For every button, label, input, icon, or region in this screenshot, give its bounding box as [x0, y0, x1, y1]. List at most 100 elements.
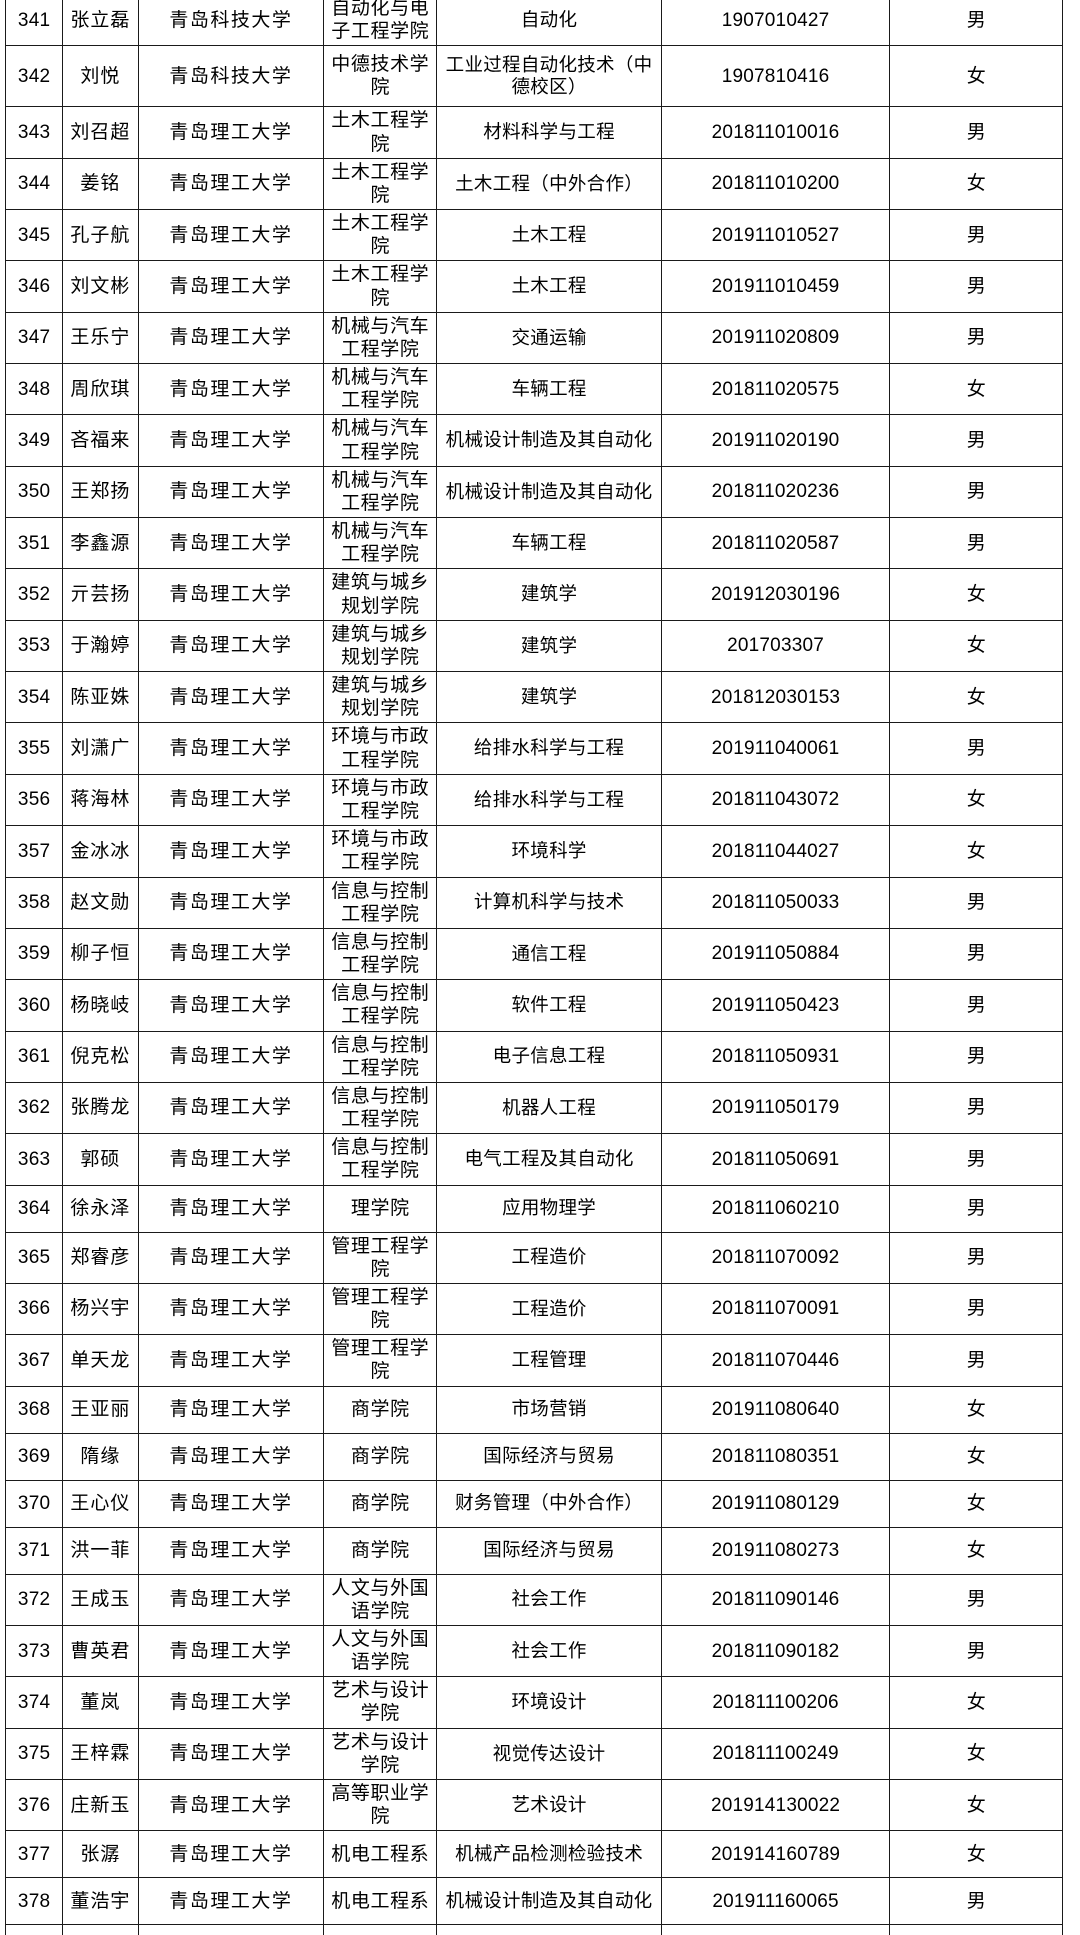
cell-sex: 女 — [889, 773, 1063, 827]
table-row: 374 董岚 青岛理工大学 艺术与设计学院 环境设计 201811100206 女 — [4, 1676, 1063, 1729]
cell-major: 建筑学 — [436, 619, 662, 673]
cell-sex: 男 — [889, 1231, 1063, 1284]
cell-university: 青岛理工大学 — [137, 671, 325, 724]
table-row: 341 张立磊 青岛科技大学 自动化与电子工程学院 自动化 1907010427 男 — [4, 0, 1063, 47]
table-row: 347 王乐宁 青岛理工大学 机械与汽车工程学院 交通运输 201911020809 男 — [4, 311, 1063, 365]
cell-major: 给排水科学与工程 — [436, 722, 662, 775]
cell-sequence: 358 — [4, 876, 64, 929]
cell-sequence: 376 — [4, 1778, 64, 1832]
table-row: 370 王心仪 青岛理工大学 商学院 财务管理（中外合作） 201911080129 女 — [4, 1479, 1063, 1528]
cell-student-id: 201811100249 — [660, 1727, 891, 1780]
cell-sequence: 370 — [4, 1479, 64, 1528]
cell-major: 财务管理（中外合作） — [436, 1479, 662, 1528]
cell-major: 国际经济与贸易 — [436, 1432, 662, 1481]
cell-college: 土木工程学院 — [323, 209, 438, 262]
cell-name: 亓芸扬 — [62, 568, 139, 621]
cell-major: 环境科学 — [436, 825, 662, 878]
cell-sequence: 342 — [4, 45, 64, 108]
cell-sequence: 371 — [4, 1526, 64, 1575]
cell-sex: 男 — [889, 1282, 1063, 1336]
cell-name: 董浩宇 — [62, 1877, 139, 1926]
cell-college: 土木工程学院 — [323, 157, 438, 211]
cell-major: 市场营销 — [436, 1385, 662, 1434]
cell-major: 计算机科学与技术 — [436, 876, 662, 929]
cell-college: 信息与控制工程学院 — [323, 1081, 438, 1135]
cell-major: 机械产品检测检验技术 — [436, 1830, 662, 1879]
table-row: 371 洪一菲 青岛理工大学 商学院 国际经济与贸易 201911080273 女 — [4, 1526, 1063, 1575]
cell-student-id: 201911020190 — [660, 414, 891, 467]
cell-sex: 男 — [889, 517, 1063, 570]
cell-sequence: 351 — [4, 517, 64, 570]
cell-name: 王郑扬 — [62, 465, 139, 519]
cell-sex: 男 — [889, 1133, 1063, 1186]
cell-sex: 男 — [889, 106, 1063, 159]
cell-student-id: 201911020809 — [660, 311, 891, 365]
cell-university: 青岛理工大学 — [137, 465, 325, 519]
cell-major: 艺术设计 — [436, 1778, 662, 1832]
cell-major: 应用物理学 — [436, 1184, 662, 1233]
cell-sex: 女 — [889, 157, 1063, 211]
cell-sex: 男 — [889, 1030, 1063, 1083]
cell-sex: 男 — [889, 1334, 1063, 1387]
cell-sequence: 377 — [4, 1830, 64, 1879]
cell-sequence: 361 — [4, 1030, 64, 1083]
table-row: 373 曹英君 青岛理工大学 人文与外国语学院 社会工作 201811090182 男 — [4, 1624, 1063, 1678]
cell-university: 青岛理工大学 — [137, 1526, 325, 1575]
cell-sequence: 365 — [4, 1231, 64, 1284]
cell-university: 青岛理工大学 — [137, 979, 325, 1032]
cell-sequence: 375 — [4, 1727, 64, 1780]
cell-university: 青岛理工大学 — [137, 1573, 325, 1626]
cell-university-clipped — [137, 1924, 325, 1935]
cell-major: 自动化 — [436, 0, 662, 47]
cell-name: 陈亚姝 — [62, 671, 139, 724]
cell-major: 社会工作 — [436, 1573, 662, 1626]
cell-sequence: 372 — [4, 1573, 64, 1626]
cell-sex: 男 — [889, 1573, 1063, 1626]
cell-sex: 男 — [889, 260, 1063, 313]
cell-university: 青岛理工大学 — [137, 1184, 325, 1233]
cell-major: 视觉传达设计 — [436, 1727, 662, 1780]
cell-name: 于瀚婷 — [62, 619, 139, 673]
cell-name: 王心仪 — [62, 1479, 139, 1528]
cell-student-id: 201811050691 — [660, 1133, 891, 1186]
table-row: 378 董浩宇 青岛理工大学 机电工程系 机械设计制造及其自动化 201911160065… — [4, 1877, 1063, 1926]
table-row: 353 于瀚婷 青岛理工大学 建筑与城乡规划学院 建筑学 201703307 女 — [4, 619, 1063, 673]
cell-sequence: 347 — [4, 311, 64, 365]
cell-sex: 男 — [889, 414, 1063, 467]
cell-university: 青岛理工大学 — [137, 1479, 325, 1528]
cell-sex: 女 — [889, 1526, 1063, 1575]
table-row: 357 金冰冰 青岛理工大学 环境与市政工程学院 环境科学 201811044027 女 — [4, 825, 1063, 878]
cell-university: 青岛理工大学 — [137, 106, 325, 159]
cell-sequence: 368 — [4, 1385, 64, 1434]
cell-sequence: 369 — [4, 1432, 64, 1481]
cell-university: 青岛理工大学 — [137, 1231, 325, 1284]
cell-college: 机械与汽车工程学院 — [323, 414, 438, 467]
cell-major: 机器人工程 — [436, 1081, 662, 1135]
cell-name: 蒋海林 — [62, 773, 139, 827]
table-row: 342 刘悦 青岛科技大学 中德技术学院 工业过程自动化技术（中德校区） 19078104… — [4, 45, 1063, 108]
cell-college: 自动化与电子工程学院 — [323, 0, 438, 47]
cell-university: 青岛理工大学 — [137, 311, 325, 365]
cell-university: 青岛理工大学 — [137, 1727, 325, 1780]
cell-major: 电气工程及其自动化 — [436, 1133, 662, 1186]
cell-sex: 女 — [889, 1778, 1063, 1832]
cell-sex: 男 — [889, 979, 1063, 1032]
cell-sex: 女 — [889, 619, 1063, 673]
cell-student-id: 201911160065 — [660, 1877, 891, 1926]
cell-college: 土木工程学院 — [323, 106, 438, 159]
table-row: 364 徐永泽 青岛理工大学 理学院 应用物理学 201811060210 男 — [4, 1184, 1063, 1233]
cell-name: 金冰冰 — [62, 825, 139, 878]
cell-major: 建筑学 — [436, 568, 662, 621]
cell-university: 青岛理工大学 — [137, 1081, 325, 1135]
cell-student-id: 201811043072 — [660, 773, 891, 827]
cell-student-id: 201911080129 — [660, 1479, 891, 1528]
cell-sex: 女 — [889, 671, 1063, 724]
cell-name: 杨兴宇 — [62, 1282, 139, 1336]
cell-university: 青岛理工大学 — [137, 209, 325, 262]
table-row: 368 王亚丽 青岛理工大学 商学院 市场营销 201911080640 女 — [4, 1385, 1063, 1434]
cell-name: 刘悦 — [62, 45, 139, 108]
cell-student-id: 201911010527 — [660, 209, 891, 262]
cell-name: 赵文勋 — [62, 876, 139, 929]
cell-student-id: 201811070092 — [660, 1231, 891, 1284]
cell-major: 土木工程 — [436, 260, 662, 313]
